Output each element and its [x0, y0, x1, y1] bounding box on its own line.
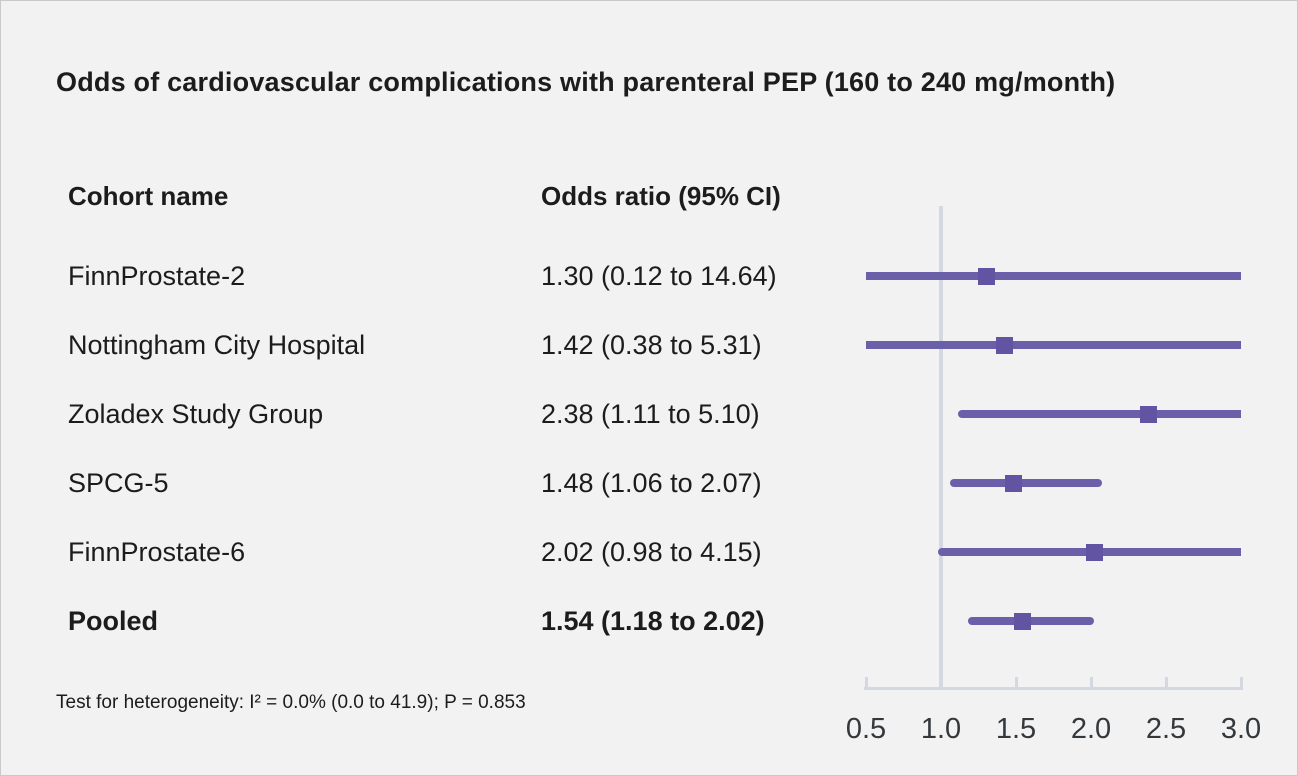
confidence-interval-line	[866, 272, 1241, 280]
column-header-cohort-name: Cohort name	[68, 181, 229, 211]
x-axis-tick-label: 2.0	[1070, 713, 1112, 745]
cohort-name: Zoladex Study Group	[68, 399, 324, 429]
x-axis-tick	[1014, 677, 1018, 687]
cohort-name: Nottingham City Hospital	[68, 330, 366, 360]
cohort-name: FinnProstate-6	[68, 537, 246, 567]
odds-ratio-value: 1.42 (0.38 to 5.31)	[541, 330, 762, 360]
odds-ratio-marker	[977, 267, 995, 285]
odds-ratio-value: 1.30 (0.12 to 14.64)	[541, 261, 777, 291]
x-axis-tick-label: 1.0	[920, 713, 962, 745]
confidence-interval-line	[950, 479, 1102, 487]
cohort-name: Pooled	[68, 606, 159, 636]
confidence-interval-line	[968, 617, 1094, 625]
reference-line	[939, 206, 943, 690]
confidence-interval-line	[957, 410, 1241, 418]
x-axis-tick	[864, 677, 868, 687]
confidence-interval-line	[866, 341, 1241, 349]
x-axis-tick	[939, 677, 943, 687]
odds-ratio-value: 2.02 (0.98 to 4.15)	[541, 537, 762, 567]
odds-ratio-marker	[1139, 405, 1157, 423]
x-axis-line	[864, 687, 1243, 690]
odds-ratio-marker	[995, 336, 1013, 354]
heterogeneity-note: Test for heterogeneity: I² = 0.0% (0.0 t…	[56, 692, 526, 713]
odds-ratio-marker	[1004, 474, 1022, 492]
x-axis-tick	[1164, 677, 1168, 687]
x-axis-tick	[1239, 677, 1243, 687]
x-axis-tick-label: 2.5	[1145, 713, 1187, 745]
odds-ratio-marker	[1085, 543, 1103, 561]
x-axis-tick-label: 0.5	[845, 713, 887, 745]
column-header-odds-ratio: Odds ratio (95% CI)	[541, 181, 781, 211]
x-axis-tick-label: 1.5	[995, 713, 1037, 745]
odds-ratio-value: 2.38 (1.11 to 5.10)	[541, 399, 760, 429]
odds-ratio-value: 1.54 (1.18 to 2.02)	[541, 606, 765, 636]
odds-ratio-marker	[1013, 612, 1031, 630]
cohort-name: FinnProstate-2	[68, 261, 246, 291]
cohort-name: SPCG-5	[68, 468, 169, 498]
odds-ratio-value: 1.48 (1.06 to 2.07)	[541, 468, 762, 498]
x-axis-tick	[1089, 677, 1093, 687]
page-title: Odds of cardiovascular complications wit…	[56, 67, 1116, 97]
x-axis-tick-label: 3.0	[1220, 713, 1262, 745]
